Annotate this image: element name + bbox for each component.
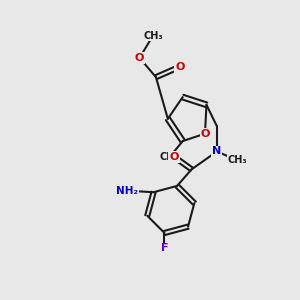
Text: O: O (135, 53, 144, 63)
Text: O: O (175, 62, 184, 72)
Text: CH₃: CH₃ (143, 31, 163, 40)
Text: O: O (169, 152, 178, 161)
Text: O: O (200, 129, 210, 139)
Text: NH₂: NH₂ (116, 186, 138, 196)
Text: CH₃: CH₃ (160, 152, 179, 162)
Text: F: F (161, 243, 168, 254)
Text: CH₃: CH₃ (228, 155, 248, 165)
Text: N: N (212, 146, 221, 157)
